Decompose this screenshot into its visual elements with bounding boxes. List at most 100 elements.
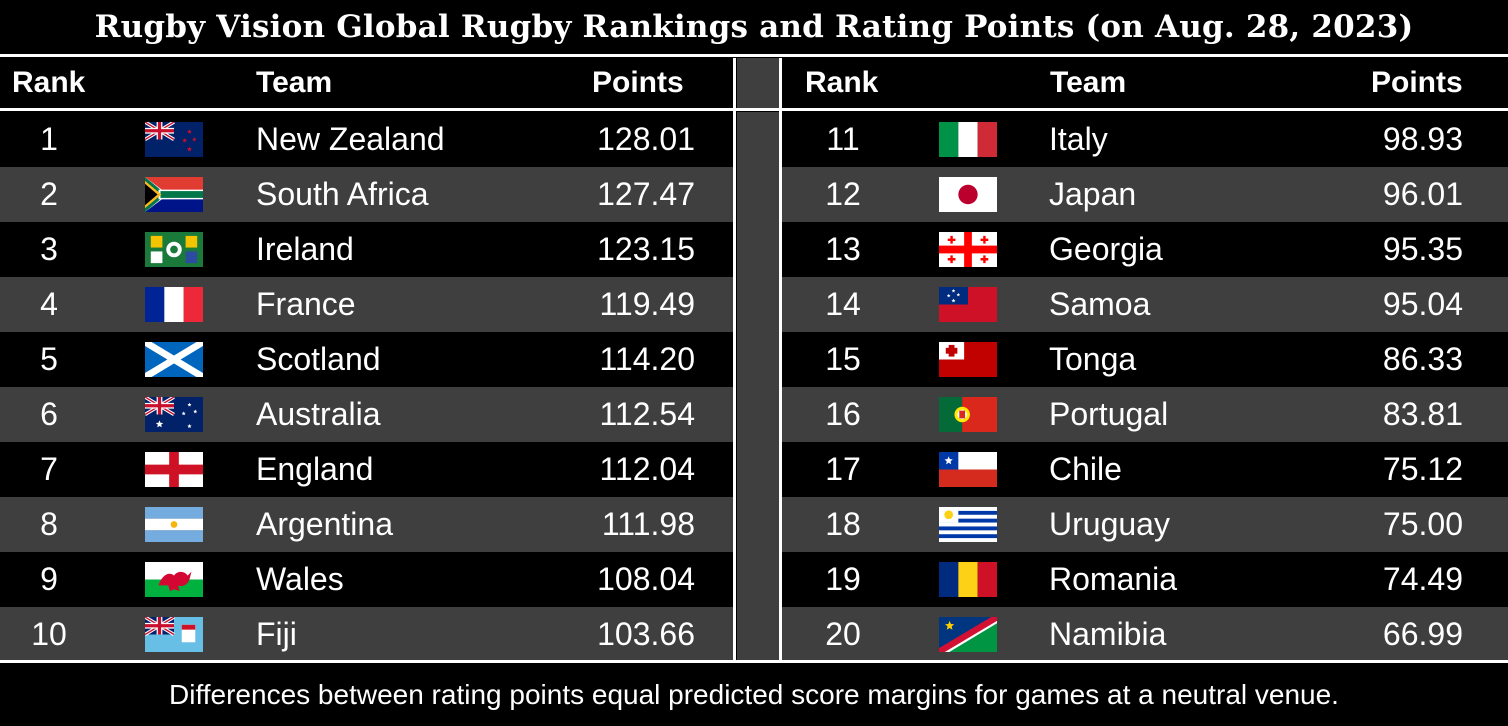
table-row: 4 France 119.49 <box>0 277 733 332</box>
table-row: 13 Georgia 95.35 <box>782 222 1508 277</box>
rank-cell: 8 <box>40 506 58 542</box>
points-cell: 75.00 <box>1382 506 1463 542</box>
table-row: 9 Wales 108.04 <box>0 552 733 607</box>
table-row: 17 Chile 75.12 <box>782 442 1508 497</box>
points-cell: 95.04 <box>1382 286 1463 322</box>
france-flag-icon <box>145 287 203 322</box>
header-points: Points <box>1371 66 1463 99</box>
points-cell: 111.98 <box>601 506 695 542</box>
japan-flag-icon <box>939 177 997 212</box>
points-cell: 66.99 <box>1382 616 1463 652</box>
points-cell: 128.01 <box>597 121 695 157</box>
team-cell: New Zealand <box>256 121 445 157</box>
wales-flag-icon <box>145 562 203 597</box>
team-cell: Namibia <box>1049 616 1167 652</box>
team-cell: Australia <box>256 396 381 432</box>
rank-cell: 9 <box>40 561 58 597</box>
points-cell: 103.66 <box>597 616 695 652</box>
points-cell: 112.54 <box>599 396 696 432</box>
points-cell: 98.93 <box>1382 121 1463 157</box>
rank-cell: 11 <box>826 121 860 157</box>
tonga-flag-icon <box>939 342 997 377</box>
portugal-flag-icon <box>939 397 997 432</box>
rank-cell: 14 <box>825 286 861 322</box>
team-cell: Chile <box>1049 451 1122 487</box>
team-cell: Italy <box>1049 121 1108 157</box>
points-cell: 114.20 <box>599 341 696 377</box>
team-cell: Romania <box>1049 561 1178 597</box>
team-cell: Fiji <box>256 616 297 652</box>
header-team: Team <box>256 66 333 99</box>
team-cell: Portugal <box>1049 396 1169 432</box>
table-row: 15 Tonga 86.33 <box>782 332 1508 387</box>
team-cell: Scotland <box>256 341 381 377</box>
points-cell: 75.12 <box>1382 451 1463 487</box>
table-row: 11 Italy 98.93 <box>782 112 1508 167</box>
table-row: 6 Australia 112.54 <box>0 387 733 442</box>
rank-cell: 20 <box>825 616 861 652</box>
points-cell: 123.15 <box>597 231 695 267</box>
header-rank: Rank <box>12 66 86 99</box>
header-points: Points <box>592 66 684 99</box>
separator-line-left <box>733 58 736 660</box>
table-row: 2 South Africa 127.47 <box>0 167 733 222</box>
team-cell: Georgia <box>1049 231 1163 267</box>
table-row: 5 Scotland 114.20 <box>0 332 733 387</box>
rank-cell: 19 <box>825 561 861 597</box>
rank-cell: 13 <box>825 231 861 267</box>
team-cell: Samoa <box>1049 286 1151 322</box>
team-cell: France <box>256 286 356 322</box>
table-row: 14 Samoa 95.04 <box>782 277 1508 332</box>
table-row: 3 Ireland 123.15 <box>0 222 733 277</box>
rank-cell: 16 <box>825 396 861 432</box>
points-cell: 119.49 <box>599 286 696 322</box>
team-cell: England <box>256 451 374 487</box>
points-cell: 86.33 <box>1382 341 1463 377</box>
table-row: 12 Japan 96.01 <box>782 167 1508 222</box>
rank-cell: 7 <box>40 451 58 487</box>
team-cell: Uruguay <box>1049 506 1170 542</box>
header-right: Rank Team Points <box>783 58 1508 108</box>
england-flag-icon <box>145 452 203 487</box>
ireland-flag-icon <box>145 232 203 267</box>
samoa-flag-icon <box>939 287 997 322</box>
points-cell: 108.04 <box>597 561 695 597</box>
table-row: 16 Portugal 83.81 <box>782 387 1508 442</box>
table-row: 20 Namibia 66.99 <box>782 607 1508 662</box>
table-row: 7 England 112.04 <box>0 442 733 497</box>
table-row: 18 Uruguay 75.00 <box>782 497 1508 552</box>
header-rank: Rank <box>805 66 879 99</box>
footer-note: Differences between rating points equal … <box>169 679 1339 710</box>
rank-cell: 6 <box>40 396 58 432</box>
chile-flag-icon <box>939 452 997 487</box>
australia-flag-icon <box>144 395 203 432</box>
rank-cell: 15 <box>825 341 861 377</box>
rank-cell: 10 <box>31 616 67 652</box>
table-row: 10 Fiji 103.66 <box>0 607 733 662</box>
team-cell: Japan <box>1049 176 1137 212</box>
romania-flag-icon <box>939 562 997 597</box>
table-row: 1 New Zealand 128.01 <box>0 112 733 167</box>
namibia-flag-icon <box>935 617 1001 656</box>
points-cell: 112.04 <box>599 451 696 487</box>
rank-cell: 5 <box>40 341 58 377</box>
table-title: Rugby Vision Global Rugby Rankings and R… <box>94 9 1414 45</box>
header-left: Rank Team Points <box>0 58 732 108</box>
rank-cell: 3 <box>40 231 58 267</box>
points-cell: 83.81 <box>1382 396 1463 432</box>
rank-cell: 4 <box>40 286 58 322</box>
rank-cell: 18 <box>825 506 861 542</box>
team-cell: Ireland <box>256 231 354 267</box>
table-row: 8 Argentina 111.98 <box>0 497 733 552</box>
uruguay-flag-icon <box>939 507 997 542</box>
georgia-flag-icon <box>939 232 997 267</box>
south-africa-flag-icon <box>145 177 203 212</box>
header-divider <box>0 108 1508 111</box>
points-cell: 95.35 <box>1382 231 1463 267</box>
argentina-flag-icon <box>145 507 203 542</box>
separator-line-right <box>779 58 782 660</box>
points-cell: 96.01 <box>1382 176 1463 212</box>
bottom-divider <box>0 660 1508 663</box>
rank-cell: 1 <box>40 121 58 157</box>
rank-cell: 12 <box>825 176 861 212</box>
